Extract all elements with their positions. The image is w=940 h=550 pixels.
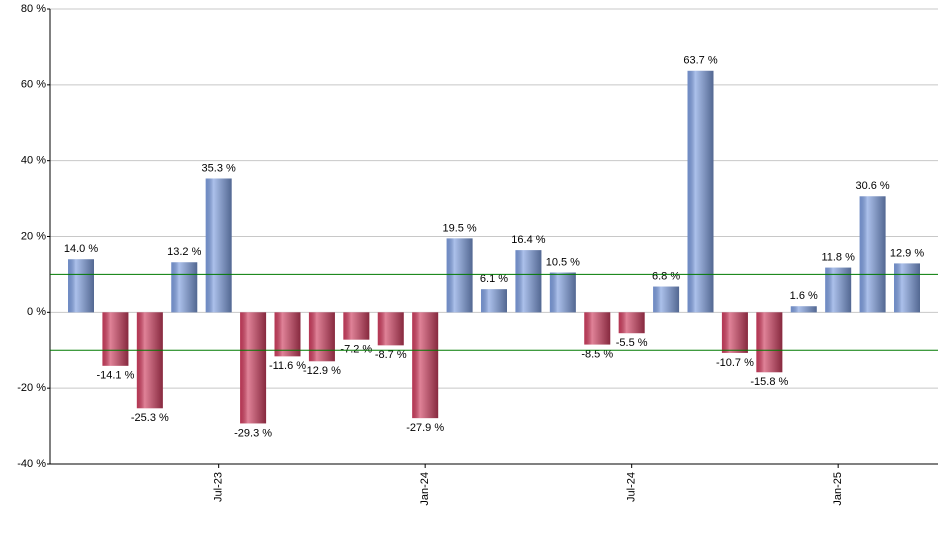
bar-shade (446, 238, 473, 313)
y-tick-label: -20 % (17, 382, 46, 394)
value-label: 16.4 % (511, 234, 545, 246)
y-tick-label: 80 % (21, 3, 46, 15)
value-label: 35.3 % (202, 162, 236, 174)
bar-shade (515, 250, 542, 313)
bar-shade (205, 178, 232, 313)
value-label: -11.6 % (269, 360, 306, 372)
value-label: 6.8 % (652, 270, 680, 282)
y-tick-label: -40 % (17, 458, 46, 470)
bar-shade (618, 312, 645, 334)
bar-shade (687, 70, 714, 313)
value-label: -14.1 % (96, 370, 134, 382)
bar-shade (377, 312, 404, 346)
value-label: 14.0 % (64, 243, 98, 255)
bar-shade (653, 286, 680, 313)
value-label: 11.8 % (821, 251, 855, 263)
value-label: 30.6 % (855, 180, 889, 192)
x-tick-label: Jan-25 (832, 472, 844, 506)
value-label: 19.5 % (442, 222, 476, 234)
bar-shade (790, 306, 817, 313)
bar-shade (825, 267, 852, 313)
bar-shade (721, 312, 748, 353)
value-label: -15.8 % (750, 376, 788, 388)
x-tick-label: Jul-23 (213, 472, 225, 502)
value-label: 12.9 % (890, 247, 924, 259)
bar-shade (412, 312, 439, 419)
y-tick-label: 20 % (21, 230, 46, 242)
bar-shade (136, 312, 163, 409)
x-tick-label: Jan-24 (419, 472, 431, 506)
value-label: -10.7 % (716, 357, 754, 369)
value-label: 10.5 % (546, 256, 580, 268)
value-label: -25.3 % (131, 412, 169, 424)
bar-shade (240, 312, 267, 424)
y-tick-label: 0 % (27, 306, 46, 318)
bar-shade (584, 312, 611, 345)
value-label: -8.7 % (375, 349, 407, 361)
bar-shade (756, 312, 783, 373)
bar-shade (481, 289, 507, 313)
bar-shade (549, 272, 576, 313)
value-label: -8.5 % (581, 348, 613, 360)
bar-shade (308, 312, 335, 362)
value-label: -5.5 % (616, 337, 648, 349)
value-label: -12.9 % (303, 365, 341, 377)
y-tick-label: 40 % (21, 155, 46, 167)
bar-shade (171, 262, 198, 313)
y-tick-label: 60 % (21, 79, 46, 91)
bar-shade (68, 259, 94, 313)
value-label: 63.7 % (683, 55, 717, 67)
value-label: -29.3 % (234, 427, 272, 439)
bar-shade (274, 312, 301, 357)
value-label: 13.2 % (167, 246, 201, 258)
bar-shade (102, 312, 129, 366)
bar-shade (343, 312, 370, 340)
bar-shade (859, 196, 886, 313)
value-label: 1.6 % (790, 290, 818, 302)
value-label: -27.9 % (406, 422, 444, 434)
value-label: 6.1 % (480, 273, 508, 285)
value-label: -7.2 % (340, 344, 372, 356)
bar-shade (894, 263, 920, 313)
x-tick-label: Jul-24 (626, 472, 638, 502)
